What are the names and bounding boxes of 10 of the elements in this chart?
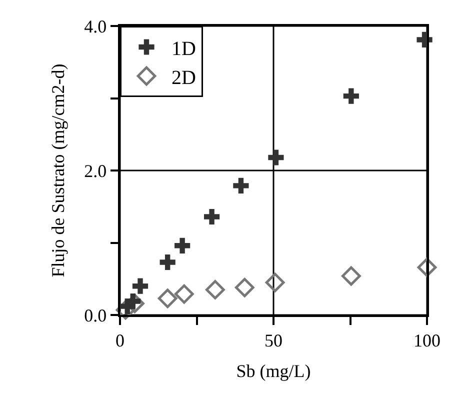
y-tick-label: 4.0 xyxy=(84,16,107,36)
x-tick-label: 0 xyxy=(116,330,124,350)
y-tick-label: 2.0 xyxy=(84,160,107,181)
x-axis-title: Sb (mg/L) xyxy=(236,360,311,381)
x-tick-label: 100 xyxy=(414,330,440,350)
legend-label: 2D xyxy=(172,66,196,89)
x-tick-label: 50 xyxy=(264,330,282,350)
legend-label: 1D xyxy=(172,38,196,60)
y-axis-title: Flujo de Sustrato (mg/cm2-d) xyxy=(48,64,68,278)
y-tick-label: 0.0 xyxy=(84,305,107,326)
